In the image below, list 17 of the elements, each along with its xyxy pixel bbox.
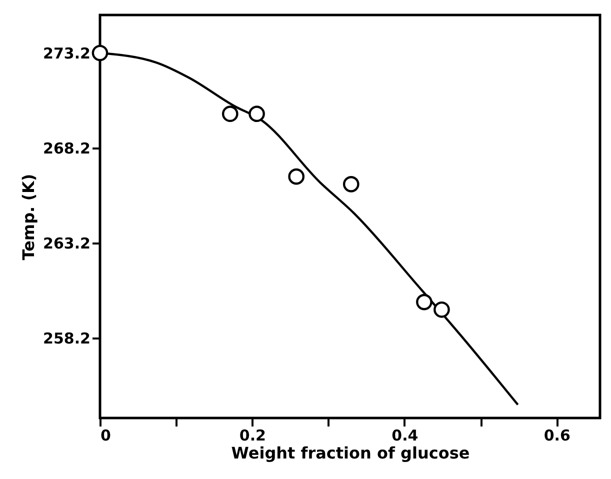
y-tick-label: 258.2: [43, 330, 90, 348]
point: [434, 301, 450, 318]
y-axis-title: Temp. (K): [19, 174, 38, 260]
point: [288, 168, 305, 185]
x-tick-label: 0.6: [544, 426, 570, 444]
x-tick-label: 0.4: [392, 426, 418, 444]
y-tick-label: 268.2: [43, 140, 90, 158]
point: [92, 44, 108, 62]
point: [416, 294, 432, 310]
y-tick-label: 273.2: [43, 44, 90, 63]
x-axis-title: Weight fraction of glucose: [231, 444, 470, 462]
x-tick-label: 0: [100, 426, 111, 444]
point: [222, 106, 238, 122]
point: [248, 106, 265, 122]
x-tick-label: 0.2: [239, 426, 266, 444]
y-tick-label: 263.2: [43, 234, 90, 253]
point: [342, 176, 360, 192]
